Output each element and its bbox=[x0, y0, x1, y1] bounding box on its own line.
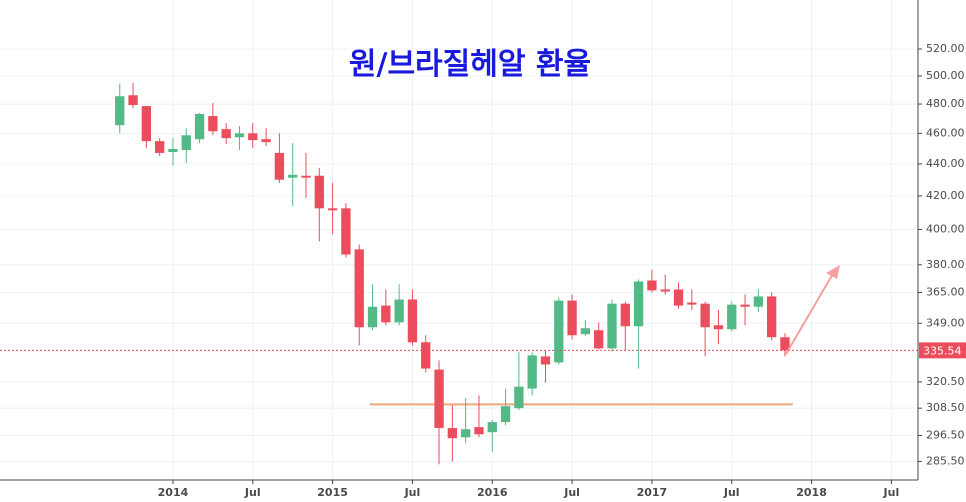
candle-body bbox=[354, 249, 364, 328]
y-tick-label: 440.00 bbox=[926, 157, 965, 170]
chart-title: 원/브라질헤알 환율 bbox=[349, 47, 591, 82]
last-price-label: 335.54 bbox=[923, 344, 962, 357]
candle-body bbox=[208, 116, 218, 132]
candle-body bbox=[301, 175, 311, 178]
y-tick-label: 349.00 bbox=[926, 316, 965, 329]
candle-body bbox=[633, 281, 644, 327]
candle-body bbox=[154, 141, 165, 153]
x-tick-label: Jul bbox=[723, 486, 740, 499]
candle-body bbox=[367, 306, 378, 328]
candle-body bbox=[421, 342, 431, 369]
candle-body bbox=[700, 303, 710, 328]
x-tick-label: 2016 bbox=[477, 486, 508, 499]
candle-body bbox=[327, 208, 338, 211]
x-tick-label: Jul bbox=[563, 486, 580, 499]
y-tick-label: 520.00 bbox=[926, 42, 965, 55]
x-tick-label: 2015 bbox=[317, 486, 348, 499]
y-tick-label: 296.50 bbox=[926, 428, 965, 441]
candle-body bbox=[141, 106, 152, 142]
candle-body bbox=[727, 304, 737, 330]
candle-body bbox=[274, 152, 285, 180]
candle-body bbox=[660, 289, 670, 292]
candle-body bbox=[580, 328, 591, 335]
candle-body bbox=[500, 406, 511, 423]
arrow-head bbox=[826, 265, 840, 279]
candle-body bbox=[713, 325, 724, 330]
candle-body bbox=[407, 299, 418, 343]
candle-body bbox=[554, 300, 564, 363]
y-tick-label: 380.00 bbox=[926, 258, 965, 271]
candle-body bbox=[514, 386, 524, 409]
candle-body bbox=[447, 428, 458, 439]
candle-body bbox=[780, 337, 790, 351]
candle-body bbox=[620, 303, 630, 327]
candle-body bbox=[766, 296, 777, 338]
y-tick-label: 285.50 bbox=[926, 454, 965, 467]
x-tick-label: 2014 bbox=[158, 486, 189, 499]
candle-body bbox=[288, 174, 298, 178]
plot bbox=[115, 82, 793, 465]
candle-body bbox=[647, 280, 657, 291]
candle-body bbox=[381, 305, 391, 323]
candle-body bbox=[314, 175, 324, 209]
x-tick-label: Jul bbox=[244, 486, 261, 499]
y-tick-label: 460.00 bbox=[926, 126, 965, 139]
candle-body bbox=[540, 356, 551, 365]
candle-body bbox=[248, 133, 258, 141]
candle-body bbox=[673, 289, 684, 306]
candle-body bbox=[460, 429, 471, 438]
y-tick-label: 320.50 bbox=[926, 375, 965, 388]
candle-body bbox=[594, 330, 604, 349]
y-tick-label: 400.00 bbox=[926, 222, 965, 235]
candle-body bbox=[607, 303, 617, 349]
x-tick-label: Jul bbox=[404, 486, 421, 499]
candle-body bbox=[687, 302, 697, 305]
candle-body bbox=[181, 135, 191, 150]
candle-body bbox=[394, 299, 404, 323]
candle-body bbox=[234, 133, 245, 138]
grid bbox=[0, 0, 918, 480]
candle-body bbox=[487, 422, 497, 433]
candle-body bbox=[434, 369, 444, 429]
candle-body bbox=[341, 208, 351, 255]
candle-body bbox=[168, 148, 178, 152]
y-tick-label: 308.50 bbox=[926, 401, 965, 414]
candle-body bbox=[753, 296, 764, 307]
y-tick-label: 480.00 bbox=[926, 97, 965, 110]
candle-body bbox=[567, 300, 577, 336]
y-tick-label: 365.00 bbox=[926, 285, 965, 298]
x-tick-label: 2018 bbox=[796, 486, 827, 499]
last-price-box bbox=[919, 342, 966, 359]
candle-body bbox=[474, 427, 484, 435]
y-tick-label: 420.00 bbox=[926, 189, 965, 202]
candle-body bbox=[740, 304, 750, 307]
y-tick-label: 500.00 bbox=[926, 69, 965, 82]
candle-body bbox=[527, 355, 537, 389]
candle-body bbox=[115, 96, 125, 126]
arrow bbox=[785, 271, 835, 355]
x-tick-label: Jul bbox=[883, 486, 900, 499]
candle-body bbox=[261, 139, 271, 143]
candle-body bbox=[194, 114, 205, 140]
x-tick-label: 2017 bbox=[637, 486, 668, 499]
candle-body bbox=[221, 129, 231, 139]
candle-body bbox=[128, 95, 138, 106]
